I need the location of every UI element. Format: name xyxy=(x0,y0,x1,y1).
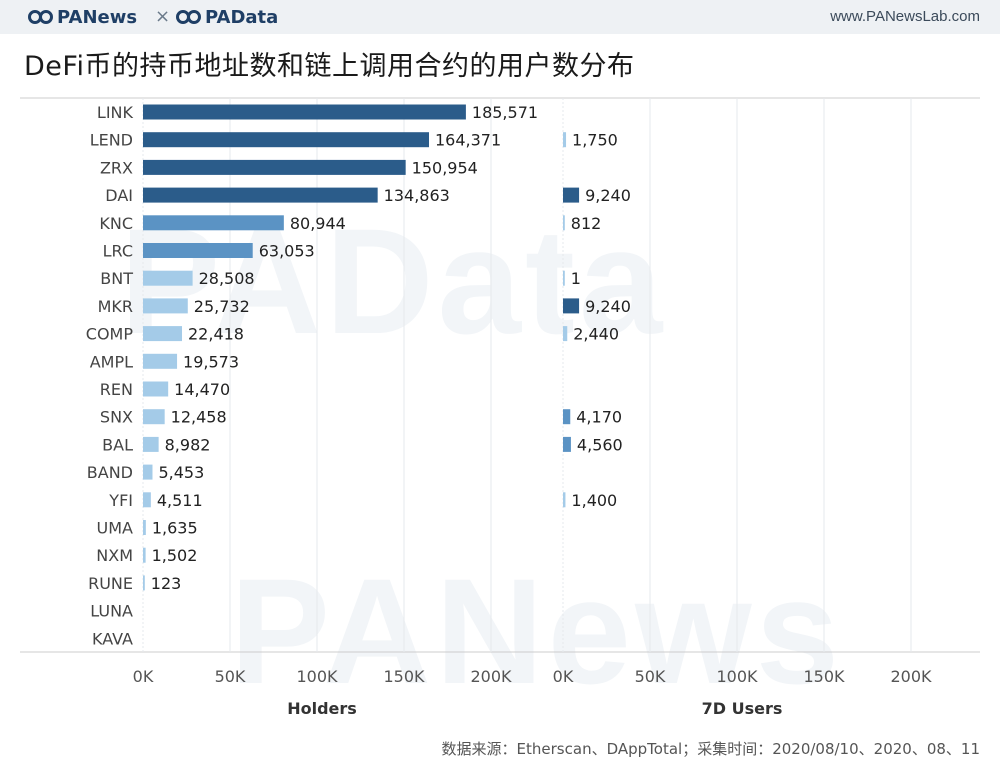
holders-value-label-comp: 22,418 xyxy=(188,325,244,344)
users-bar-bnt xyxy=(563,270,565,286)
category-label-band: BAND xyxy=(87,463,133,482)
holders-bar-nxm xyxy=(143,547,146,563)
holders-value-label-yfi: 4,511 xyxy=(157,491,203,510)
holders-bar-mkr xyxy=(143,298,188,314)
chart-title: DeFi币的持币地址数和链上调用合约的用户数分布 xyxy=(24,51,635,82)
holders-tick-label-2: 100K xyxy=(296,667,338,686)
users-value-label-dai: 9,240 xyxy=(585,186,631,205)
holders-tick-label-0: 0K xyxy=(133,667,154,686)
holders-value-label-rune: 123 xyxy=(151,574,182,593)
users-bar-knc xyxy=(563,215,565,231)
holders-axis-title: Holders xyxy=(287,699,357,718)
padata-logo-text: PAData xyxy=(205,6,279,28)
padata-logo-icon xyxy=(176,10,201,24)
category-label-nxm: NXM xyxy=(96,546,133,565)
holders-bar-bal xyxy=(143,436,159,452)
holders-value-label-band: 5,453 xyxy=(158,463,204,482)
users-tick-label-2: 100K xyxy=(716,667,758,686)
holders-bar-lend xyxy=(143,132,430,148)
holders-value-label-lrc: 63,053 xyxy=(259,242,315,261)
category-label-kava: KAVA xyxy=(92,629,133,648)
holders-value-label-zrx: 150,954 xyxy=(412,158,478,177)
users-bar-bal xyxy=(563,436,571,452)
padata-logo: PAData xyxy=(176,6,278,28)
panews-logo: PANews xyxy=(28,6,137,28)
category-label-lrc: LRC xyxy=(103,242,133,261)
category-label-bnt: BNT xyxy=(100,269,133,288)
users-value-label-snx: 4,170 xyxy=(576,408,622,427)
holders-bar-ren xyxy=(143,381,169,397)
source-footer: 数据来源：Etherscan、DAppTotal；采集时间：2020/08/10… xyxy=(441,740,980,758)
users-value-label-knc: 812 xyxy=(571,214,602,233)
holders-bar-uma xyxy=(143,520,146,535)
users-tick-label-4: 200K xyxy=(890,667,932,686)
category-label-ampl: AMPL xyxy=(90,352,133,371)
category-label-dai: DAI xyxy=(105,186,133,205)
users-value-label-mkr: 9,240 xyxy=(585,297,631,316)
holders-value-label-link: 185,571 xyxy=(472,103,538,122)
users-value-label-yfi: 1,400 xyxy=(571,491,617,510)
category-label-bal: BAL xyxy=(102,435,133,454)
site-url[interactable]: www.PANewsLab.com xyxy=(830,8,980,25)
category-label-rune: RUNE xyxy=(88,574,133,593)
users-bar-comp xyxy=(563,326,568,342)
category-label-lend: LEND xyxy=(90,131,133,150)
panews-logo-text: PANews xyxy=(57,6,138,28)
holders-bar-comp xyxy=(143,326,183,342)
holders-value-label-ren: 14,470 xyxy=(174,380,230,399)
users-tick-label-3: 150K xyxy=(803,667,845,686)
category-label-knc: KNC xyxy=(99,214,133,233)
holders-value-label-bal: 8,982 xyxy=(165,435,211,454)
users-bar-dai xyxy=(563,187,580,203)
holders-value-label-knc: 80,944 xyxy=(290,214,346,233)
users-value-label-bal: 4,560 xyxy=(577,435,623,454)
users-tick-label-1: 50K xyxy=(635,667,666,686)
category-label-snx: SNX xyxy=(100,408,133,427)
panews-logo-icon xyxy=(28,10,53,24)
logo-separator: × xyxy=(155,6,171,27)
holders-value-label-snx: 12,458 xyxy=(171,408,227,427)
holders-bar-snx xyxy=(143,409,165,425)
users-value-label-lend: 1,750 xyxy=(572,131,618,150)
holders-tick-label-4: 200K xyxy=(470,667,512,686)
category-label-yfi: YFI xyxy=(108,491,133,510)
category-label-mkr: MKR xyxy=(98,297,133,316)
category-label-luna: LUNA xyxy=(90,602,133,621)
holders-bar-yfi xyxy=(143,492,151,508)
holders-bar-lrc xyxy=(143,243,253,258)
holders-bar-ampl xyxy=(143,353,178,369)
category-label-comp: COMP xyxy=(86,325,134,344)
users-bar-yfi xyxy=(563,492,566,508)
users-bar-snx xyxy=(563,409,571,425)
users-bar-lend xyxy=(563,132,567,148)
holders-value-label-ampl: 19,573 xyxy=(183,352,239,371)
holders-value-label-uma: 1,635 xyxy=(152,519,198,538)
holders-tick-label-3: 150K xyxy=(383,667,425,686)
holders-value-label-lend: 164,371 xyxy=(435,131,501,150)
holders-bar-band xyxy=(143,464,153,480)
holders-value-label-dai: 134,863 xyxy=(384,186,450,205)
users-axis-title: 7D Users xyxy=(702,699,783,718)
holders-bar-zrx xyxy=(143,159,406,175)
header-bar xyxy=(0,0,1000,34)
holders-value-label-mkr: 25,732 xyxy=(194,297,250,316)
category-label-link: LINK xyxy=(97,103,134,122)
category-label-zrx: ZRX xyxy=(100,158,133,177)
holders-bar-bnt xyxy=(143,270,193,286)
users-value-label-bnt: 1 xyxy=(571,269,581,288)
holders-tick-label-1: 50K xyxy=(215,667,246,686)
category-label-ren: REN xyxy=(100,380,133,399)
holders-bar-rune xyxy=(143,575,145,591)
users-bar-mkr xyxy=(563,298,580,314)
holders-bar-link xyxy=(143,104,466,120)
holders-bar-knc xyxy=(143,215,284,231)
holders-value-label-bnt: 28,508 xyxy=(199,269,255,288)
category-label-uma: UMA xyxy=(97,519,134,538)
holders-value-label-nxm: 1,502 xyxy=(152,546,198,565)
users-tick-label-0: 0K xyxy=(553,667,574,686)
users-value-label-comp: 2,440 xyxy=(573,325,619,344)
holders-bar-dai xyxy=(143,187,378,203)
